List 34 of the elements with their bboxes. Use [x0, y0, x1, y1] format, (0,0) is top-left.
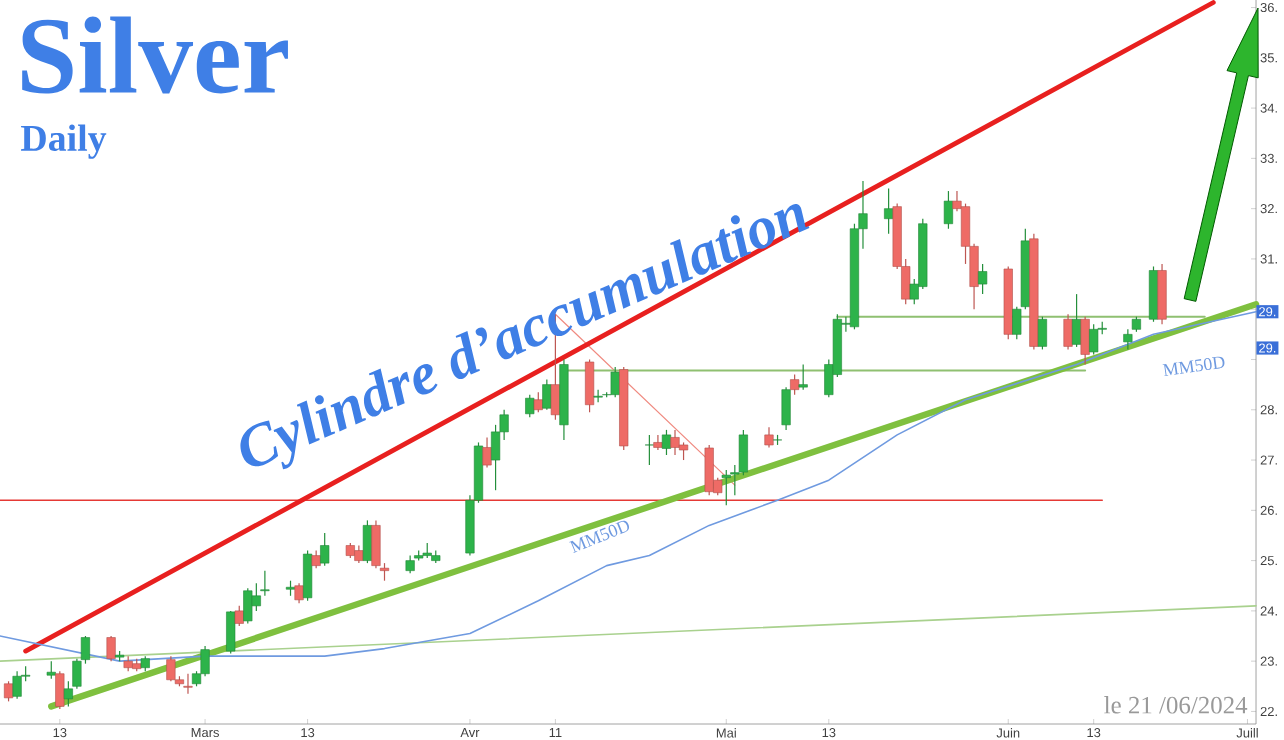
candlestick: [1080, 316, 1090, 366]
annotation: le 21 /06/2024: [1104, 696, 1248, 714]
candlestick: [320, 532, 330, 567]
candlestick: [183, 673, 193, 695]
candlestick: [1037, 316, 1047, 351]
candlestick: [226, 610, 236, 655]
candlestick: [644, 434, 654, 466]
candlestick: [55, 670, 65, 710]
candlestick: [303, 549, 313, 602]
candlestick: [764, 426, 774, 449]
candlestick: [482, 436, 492, 469]
candlestick: [243, 587, 253, 625]
text: Daily: [21, 124, 107, 159]
candlestick: [1063, 313, 1073, 351]
chart-title: Silver: [22, 16, 288, 94]
candlestick: [781, 386, 791, 431]
candlestick: [661, 429, 672, 456]
candlestick: [943, 190, 954, 230]
text: MM50D: [1162, 356, 1225, 377]
candlestick: [166, 655, 176, 682]
candlestick: [106, 635, 116, 662]
candlestick: [234, 605, 244, 627]
candlestick: [653, 434, 663, 451]
candlestick: [3, 680, 14, 702]
candlestick: [593, 389, 603, 403]
candlestick: [1089, 323, 1099, 356]
candlestick: [670, 429, 680, 456]
candlestick: [525, 394, 535, 418]
candlestick: [533, 391, 543, 413]
candlestick: [362, 519, 372, 564]
candlestick: [542, 378, 552, 411]
candlestick: [884, 187, 894, 235]
candlestick: [294, 582, 304, 604]
candlestick: [978, 263, 988, 295]
